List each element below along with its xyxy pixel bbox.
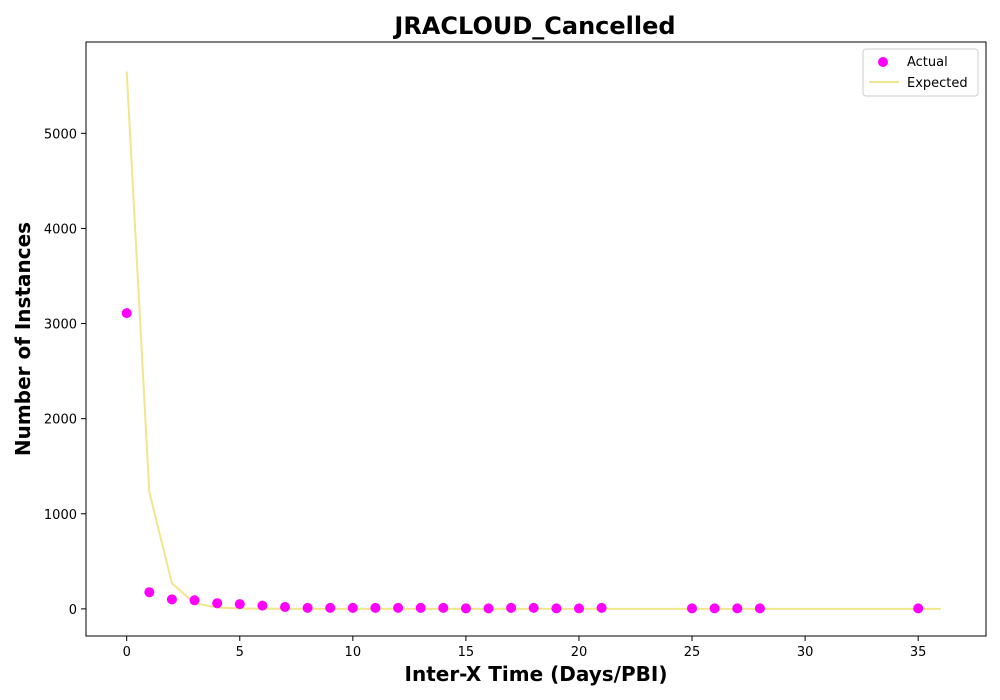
x-axis: 0 5 10 15 20 25 30 35 [123, 636, 927, 660]
legend: Actual Expected [862, 48, 979, 97]
actual-point [732, 603, 743, 614]
y-axis-label: Number of Instances [11, 222, 35, 456]
actual-point [687, 603, 697, 614]
x-tick-label: 35 [910, 645, 927, 660]
y-tick-label: 0 [69, 603, 77, 618]
actual-point [370, 602, 381, 613]
x-tick-label: 0 [123, 645, 131, 660]
actual-point [302, 602, 313, 613]
y-tick-label: 3000 [44, 318, 77, 333]
actual-point [913, 603, 924, 614]
actual-point [234, 599, 245, 610]
actual-point [189, 595, 200, 606]
actual-point [596, 602, 607, 613]
actual-point [347, 602, 358, 613]
x-tick-label: 15 [458, 645, 475, 660]
actual-point [415, 602, 426, 613]
y-tick-label: 4000 [44, 222, 77, 237]
actual-point [144, 587, 155, 598]
actual-point [393, 602, 404, 613]
actual-point [212, 598, 223, 609]
actual-point [754, 603, 765, 614]
y-tick-label: 2000 [44, 413, 77, 428]
actual-point [506, 602, 517, 613]
legend-actual-label: Actual [907, 55, 948, 70]
actual-point [438, 602, 449, 613]
actual-point [574, 603, 584, 614]
x-tick-label: 25 [684, 645, 701, 660]
actual-point [460, 603, 471, 614]
actual-point [325, 602, 336, 613]
legend-actual-marker [878, 57, 888, 67]
y-tick-label: 1000 [44, 508, 77, 523]
x-tick-label: 5 [236, 645, 244, 660]
series-layer [121, 71, 941, 614]
actual-point [280, 602, 290, 612]
y-tick-label: 5000 [44, 127, 77, 142]
actual-point [709, 603, 720, 614]
actual-point [121, 308, 132, 319]
actual-point [257, 600, 268, 611]
legend-box [862, 48, 979, 97]
y-axis: 0 1000 2000 3000 4000 5000 [44, 127, 86, 618]
x-tick-label: 30 [797, 645, 814, 660]
actual-point [166, 594, 177, 605]
chart-title: JRACLOUD_Cancelled [392, 12, 675, 40]
actual-point [551, 603, 562, 614]
x-tick-label: 10 [345, 645, 362, 660]
plot-frame [85, 41, 987, 637]
actual-point [528, 602, 539, 613]
legend-expected-label: Expected [907, 76, 968, 91]
actual-point [483, 603, 494, 614]
expected-line [125, 71, 941, 610]
x-tick-label: 20 [571, 645, 588, 660]
x-axis-label: Inter-X Time (Days/PBI) [405, 662, 668, 686]
